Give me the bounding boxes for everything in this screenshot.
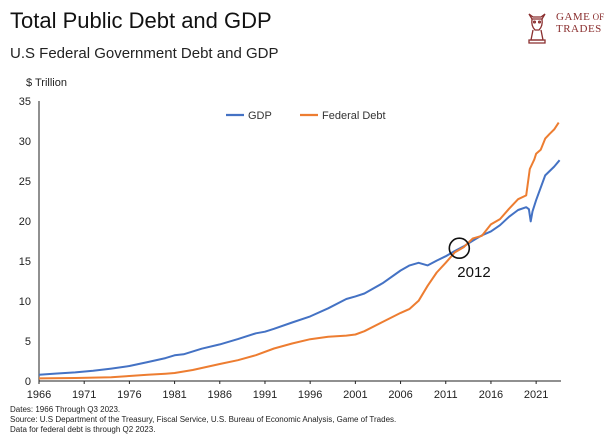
- y-tick-label: 25: [19, 176, 31, 188]
- page-subtitle: U.S Federal Government Debt and GDP: [10, 45, 279, 62]
- x-tick-label: 2021: [524, 389, 548, 401]
- chart-axes: [38, 101, 561, 382]
- y-tick-label: 20: [19, 216, 31, 228]
- chart-legend: GDP Federal Debt: [226, 110, 386, 122]
- logo-line-3: TRADES: [556, 23, 602, 35]
- x-axis-ticks: 1966 1971 1976 1981 1986 1991 1996 2001 2006 2011…: [27, 381, 548, 401]
- chart-annotation: 2012: [448, 237, 491, 281]
- y-tick-label: 30: [19, 136, 31, 148]
- y-tick-label: 35: [19, 96, 31, 108]
- logo-line-1: GAME: [556, 11, 591, 23]
- legend-label: GDP: [248, 110, 272, 122]
- y-tick-label: 5: [25, 336, 31, 348]
- x-tick-label: 2016: [479, 389, 503, 401]
- y-tick-label: 0: [25, 376, 31, 388]
- page-title: Total Public Debt and GDP: [10, 8, 272, 33]
- footnote-source: Source: U.S Department of the Treasury, …: [10, 415, 397, 424]
- footnote-debt-note: Data for federal debt is through Q2 2023…: [10, 425, 156, 434]
- x-tick-label: 1971: [72, 389, 96, 401]
- footnote-dates: Dates: 1966 Through Q3 2023.: [10, 405, 121, 414]
- chart-footnote: Dates: 1966 Through Q3 2023. Source: U.S…: [10, 405, 396, 435]
- y-tick-label: 10: [19, 296, 31, 308]
- x-tick-label: 1981: [162, 389, 186, 401]
- series-line-federal-debt: [38, 122, 560, 380]
- legend-label: Federal Debt: [322, 110, 386, 122]
- annotation-circle: [448, 237, 471, 259]
- logo-line-2: OF: [592, 12, 605, 22]
- x-tick-label: 1996: [298, 389, 322, 401]
- x-tick-label: 2001: [343, 389, 367, 401]
- x-tick-label: 1991: [253, 389, 277, 401]
- y-axis-ticks: 0 5 10 15 20 25 30 35: [19, 96, 31, 388]
- series-line-gdp: [38, 159, 561, 376]
- x-tick-label: 2006: [388, 389, 412, 401]
- x-tick-label: 1986: [208, 389, 232, 401]
- y-axis-label: $ Trillion: [26, 77, 67, 89]
- bull-knight-icon: [528, 13, 546, 44]
- annotation-label: 2012: [457, 264, 490, 281]
- y-tick-label: 15: [19, 256, 31, 268]
- x-tick-label: 1966: [27, 389, 51, 401]
- chart-lines: [38, 122, 561, 380]
- logo: GAME OF TRADES: [522, 8, 605, 48]
- x-tick-label: 2011: [434, 389, 458, 401]
- x-tick-label: 1976: [117, 389, 141, 401]
